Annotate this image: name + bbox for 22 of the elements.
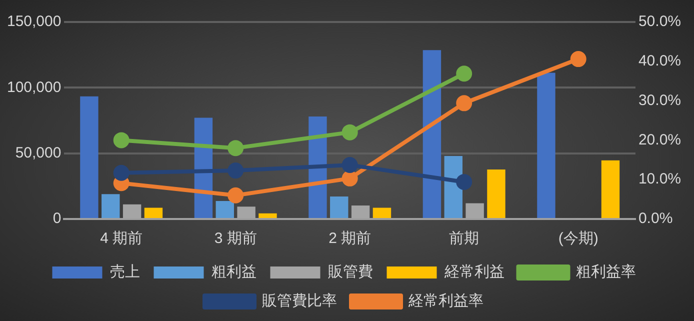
y2-tick-label: 10.0%: [638, 170, 682, 188]
legend-label: 経常利益: [443, 264, 504, 281]
y2-tick-label: 50.0%: [638, 13, 682, 30]
x-tick-label: (今期): [558, 230, 598, 248]
x-tick-label: 4 期前: [100, 230, 143, 248]
y-tick-label: 50,000: [15, 144, 62, 162]
legend-label: 経常利益率: [408, 292, 484, 310]
x-tick-label: 3 期前: [214, 230, 257, 248]
legend-label: 粗利益率: [576, 264, 636, 281]
legend-label: 販管費比率: [262, 292, 337, 310]
y2-tick-label: 30.0%: [638, 92, 682, 109]
y2-tick-label: 40.0%: [638, 52, 682, 70]
y-tick-label: 150,000: [6, 13, 62, 30]
x-tick-label: 前期: [449, 230, 480, 248]
y2-tick-label: 0.0%: [638, 210, 673, 228]
y2-tick-label: 20.0%: [638, 131, 682, 148]
x-tick-label: 2 期前: [328, 230, 372, 248]
legend-label: 販管費: [328, 264, 373, 281]
y-tick-label: 0: [52, 210, 62, 228]
legend-label: 売上: [110, 264, 140, 281]
legend-label: 粗利益: [211, 264, 256, 281]
y-tick-label: 100,000: [6, 78, 62, 96]
